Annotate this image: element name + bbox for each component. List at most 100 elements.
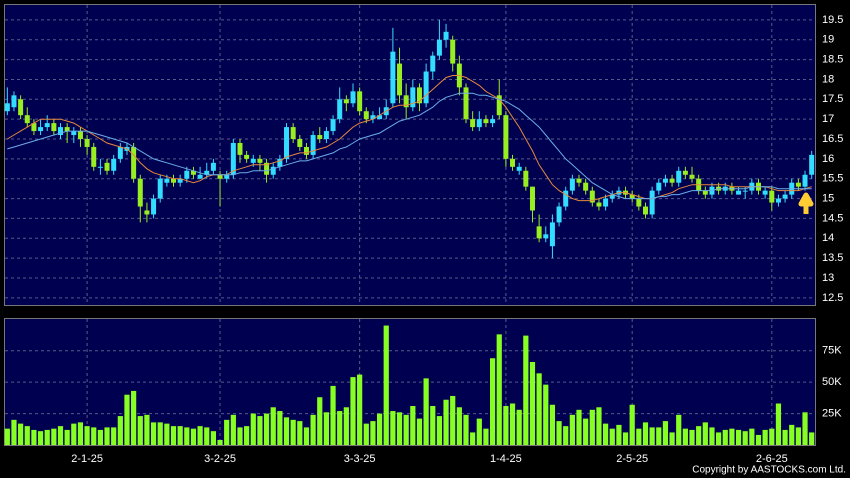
candle-body [676, 170, 682, 183]
candle-body [230, 142, 236, 175]
y-tick-label: 50K [822, 376, 842, 388]
candle-body [736, 190, 742, 195]
y-tick-label: 14.5 [822, 212, 843, 224]
volume-bar [190, 428, 197, 445]
volume-bar [150, 422, 157, 445]
candle-body [151, 198, 157, 215]
candle-body [416, 87, 422, 104]
volume-bar [170, 426, 177, 445]
candle-body [97, 166, 103, 168]
volume-bar [775, 403, 782, 445]
candle-body [403, 95, 409, 108]
moving-average-line [7, 75, 812, 202]
volume-bar [809, 432, 815, 445]
volume-bar [669, 432, 675, 445]
candle-body [330, 119, 336, 132]
volume-bar [197, 426, 203, 445]
volume-bar [563, 426, 569, 445]
candle-body [642, 206, 648, 215]
volume-bar [702, 422, 708, 445]
volume-bar [370, 421, 376, 445]
volume-bar [290, 419, 296, 445]
x-tick-label: 1-4-25 [490, 453, 522, 465]
candle-body [264, 162, 270, 175]
candle-body [24, 115, 30, 124]
volume-bar [729, 428, 735, 445]
candle-body [284, 127, 290, 159]
candle-body [423, 71, 429, 104]
candle-body [510, 158, 516, 167]
candle-body [516, 166, 522, 171]
volume-bar [656, 427, 662, 445]
candle-body [636, 198, 642, 207]
candle-body [297, 139, 303, 147]
volume-bar [270, 407, 276, 445]
volume-bar [111, 427, 117, 445]
candle-body [536, 226, 542, 239]
candle-body [237, 142, 243, 155]
volume-bar [689, 429, 695, 445]
volume-bar [762, 429, 768, 445]
candle-body [463, 87, 469, 120]
candle-body [809, 154, 815, 175]
volume-bar [749, 428, 755, 445]
volume-bar [629, 404, 635, 445]
candle-body [370, 115, 376, 120]
candle-body [11, 95, 17, 108]
candle-body [77, 131, 83, 140]
candle-body [190, 170, 196, 175]
volume-bar [31, 429, 37, 445]
candle-body [51, 123, 57, 132]
candle-body [609, 194, 615, 199]
candle-body [410, 87, 416, 108]
volume-bar [11, 419, 17, 445]
volume-bar [124, 394, 130, 445]
candle-body [217, 174, 223, 179]
candle-body [244, 154, 250, 159]
candle-body [470, 119, 476, 128]
volume-bar [343, 407, 349, 445]
volume-bar [549, 404, 556, 445]
volume-bar [589, 409, 595, 445]
volume-bar [383, 325, 389, 445]
volume-bar [77, 422, 84, 445]
volume-bar [217, 439, 223, 445]
volume-bar [230, 414, 236, 445]
volume-bar [4, 428, 10, 445]
volume-bar [543, 384, 549, 445]
volume-bar [662, 421, 669, 445]
volume-bar [603, 423, 609, 445]
volume-bar [436, 416, 443, 445]
volume-bar [64, 429, 70, 445]
candle-body [350, 91, 356, 104]
volume-bar [742, 431, 748, 445]
x-tick-label: 3-3-25 [344, 453, 376, 465]
candle-body [31, 123, 37, 132]
candle-body [111, 158, 117, 171]
volume-bar [164, 423, 170, 445]
candle-body [769, 190, 775, 203]
y-tick-label: 15.5 [822, 173, 843, 185]
volume-bar [470, 432, 476, 445]
volume-bar [509, 403, 516, 445]
candle-body [496, 95, 502, 116]
volume-bar [523, 335, 529, 445]
volume-bar [330, 385, 336, 445]
y-tick-label: 18.5 [822, 53, 843, 65]
volume-bar [622, 432, 629, 445]
volume-bar [144, 414, 150, 445]
volume-bar [576, 409, 582, 445]
volume-bar [297, 421, 303, 445]
candle-body [137, 178, 143, 207]
volume-bar [204, 427, 210, 445]
volume-bar [649, 427, 655, 445]
volume-bar [37, 431, 44, 445]
candle-body [669, 178, 675, 183]
y-tick-label: 15 [822, 192, 834, 204]
volume-bar [357, 374, 363, 445]
candle-body [583, 182, 589, 191]
candle-body [18, 99, 24, 116]
volume-bar [709, 427, 715, 445]
candle-body [390, 51, 396, 104]
candle-body [576, 178, 582, 183]
